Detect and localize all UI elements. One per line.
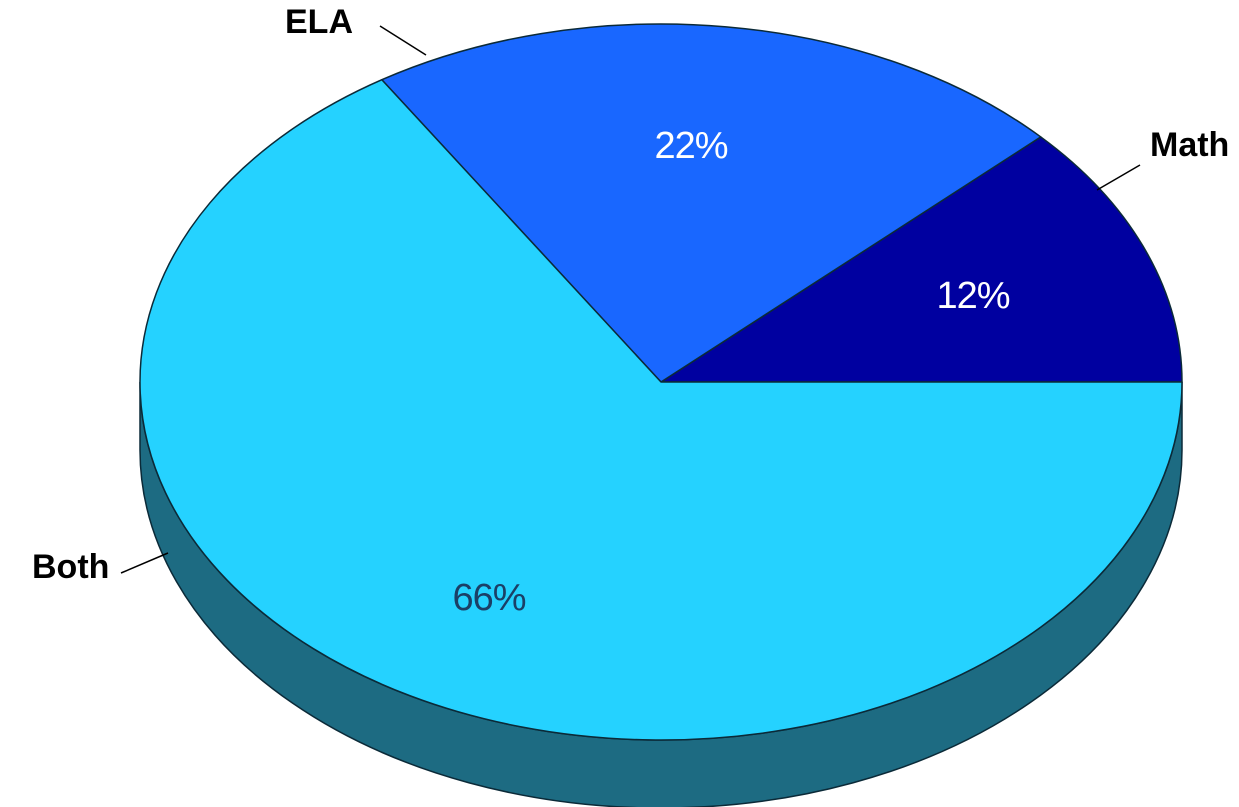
pct-label-math: 12% bbox=[936, 275, 1009, 317]
pie-slice-both bbox=[139, 78, 1183, 741]
pie-slice-ela bbox=[381, 23, 1042, 383]
pct-label-both: 66% bbox=[452, 577, 525, 619]
pie-slices bbox=[139, 23, 1183, 741]
leader-line-math bbox=[1096, 164, 1141, 191]
slice-label-ela: ELA bbox=[285, 3, 353, 41]
leader-lines bbox=[120, 25, 1141, 574]
leader-line-both bbox=[120, 552, 169, 574]
pct-label-ela: 22% bbox=[654, 125, 727, 167]
slice-label-math: Math bbox=[1150, 126, 1229, 164]
slice-labels: Math ELA Both 12% 22% 66% bbox=[32, 3, 1229, 619]
pie-slice-math bbox=[660, 136, 1183, 383]
leader-line-ela bbox=[379, 25, 427, 56]
slice-label-both: Both bbox=[32, 548, 109, 586]
